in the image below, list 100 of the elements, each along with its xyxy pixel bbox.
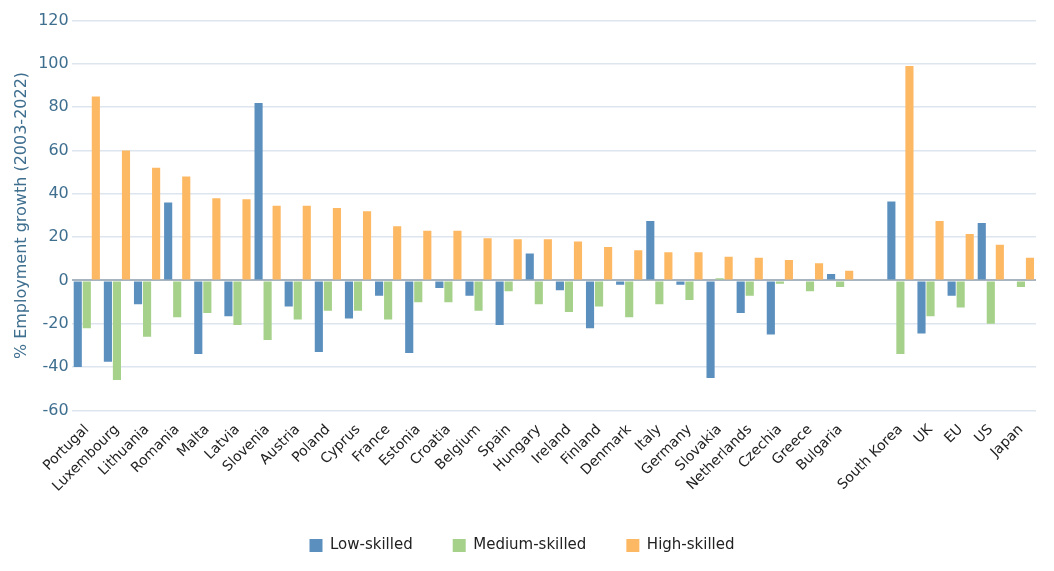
y-tick-label: -40 bbox=[42, 356, 69, 376]
bar bbox=[353, 281, 363, 311]
bar bbox=[133, 281, 143, 305]
y-tick-label: -20 bbox=[42, 312, 69, 332]
bar bbox=[143, 281, 152, 337]
bar bbox=[362, 211, 372, 280]
bar bbox=[595, 281, 604, 307]
bar bbox=[233, 281, 242, 325]
bar bbox=[947, 281, 956, 296]
bar bbox=[896, 281, 905, 355]
legend-label: Low-skilled bbox=[330, 535, 413, 554]
bar bbox=[965, 233, 974, 280]
bar bbox=[616, 281, 625, 285]
bar bbox=[766, 281, 775, 335]
bar bbox=[646, 220, 655, 280]
bar bbox=[543, 239, 552, 280]
x-tick-label: US bbox=[970, 420, 996, 446]
bar bbox=[152, 167, 161, 280]
y-tick-label: 100 bbox=[38, 53, 69, 73]
y-axis-title: % Employment growth (2003-2022) bbox=[10, 71, 30, 360]
y-tick-label: 20 bbox=[48, 226, 69, 246]
bar bbox=[384, 281, 393, 320]
bar bbox=[664, 252, 673, 280]
bar bbox=[73, 281, 82, 368]
bar bbox=[814, 263, 824, 280]
bar bbox=[314, 281, 323, 352]
bar bbox=[242, 199, 251, 280]
bar bbox=[676, 281, 685, 285]
bar bbox=[784, 259, 793, 280]
bar bbox=[995, 244, 1004, 280]
bar bbox=[754, 257, 763, 280]
bar bbox=[724, 256, 733, 280]
bar bbox=[453, 230, 462, 280]
bar bbox=[736, 281, 745, 313]
bar bbox=[495, 281, 504, 325]
bar bbox=[173, 281, 182, 318]
bar bbox=[405, 281, 414, 354]
bar bbox=[414, 281, 423, 303]
y-tick-label: 80 bbox=[48, 96, 69, 116]
bar bbox=[465, 281, 474, 296]
bar bbox=[534, 281, 543, 305]
bar bbox=[254, 102, 263, 280]
bar bbox=[344, 281, 354, 319]
bar bbox=[926, 281, 935, 317]
bar bbox=[182, 176, 191, 280]
bar bbox=[694, 252, 703, 280]
bar bbox=[917, 281, 926, 334]
bar bbox=[91, 96, 100, 280]
bar bbox=[564, 281, 573, 312]
x-tick-label: UK bbox=[910, 420, 936, 446]
legend-label: High-skilled bbox=[646, 535, 735, 554]
bar bbox=[164, 202, 173, 280]
bar bbox=[706, 281, 715, 378]
bar bbox=[272, 205, 281, 280]
y-tick-label: 120 bbox=[38, 9, 69, 29]
bar bbox=[513, 239, 522, 280]
bar bbox=[775, 281, 784, 284]
bar bbox=[112, 281, 122, 381]
bar bbox=[634, 250, 643, 280]
bar bbox=[435, 281, 444, 289]
bar bbox=[986, 281, 995, 324]
bar bbox=[845, 270, 854, 280]
bar bbox=[1025, 257, 1035, 280]
bar bbox=[555, 281, 564, 291]
bar bbox=[444, 281, 453, 303]
bar bbox=[474, 281, 483, 311]
bar bbox=[375, 281, 384, 296]
bar bbox=[483, 238, 492, 280]
bar bbox=[977, 223, 986, 280]
bar bbox=[887, 201, 896, 280]
bar bbox=[1016, 281, 1025, 287]
y-tick-label: -60 bbox=[42, 399, 69, 419]
bar bbox=[935, 220, 944, 280]
bar bbox=[224, 281, 233, 317]
bar bbox=[284, 281, 293, 307]
bar bbox=[263, 281, 272, 341]
bar bbox=[625, 281, 634, 318]
x-tick-label: EU bbox=[940, 420, 966, 446]
bar bbox=[194, 281, 203, 355]
bar bbox=[121, 150, 131, 280]
bar bbox=[956, 281, 965, 308]
bar bbox=[423, 230, 432, 280]
y-tick-label: 60 bbox=[48, 139, 69, 159]
bar bbox=[805, 281, 815, 292]
bar bbox=[293, 281, 302, 320]
bar bbox=[504, 281, 513, 292]
bar bbox=[323, 281, 332, 311]
bar bbox=[745, 281, 754, 296]
bar bbox=[82, 281, 91, 329]
bar bbox=[585, 281, 595, 329]
bar bbox=[655, 281, 664, 305]
y-tick-label: 0 bbox=[58, 269, 69, 289]
bar bbox=[203, 281, 212, 313]
bar bbox=[836, 281, 845, 287]
bar bbox=[685, 281, 694, 300]
bar bbox=[604, 246, 613, 280]
bar bbox=[525, 253, 534, 280]
bar bbox=[302, 205, 311, 280]
bar bbox=[212, 198, 221, 280]
bar bbox=[393, 226, 402, 280]
